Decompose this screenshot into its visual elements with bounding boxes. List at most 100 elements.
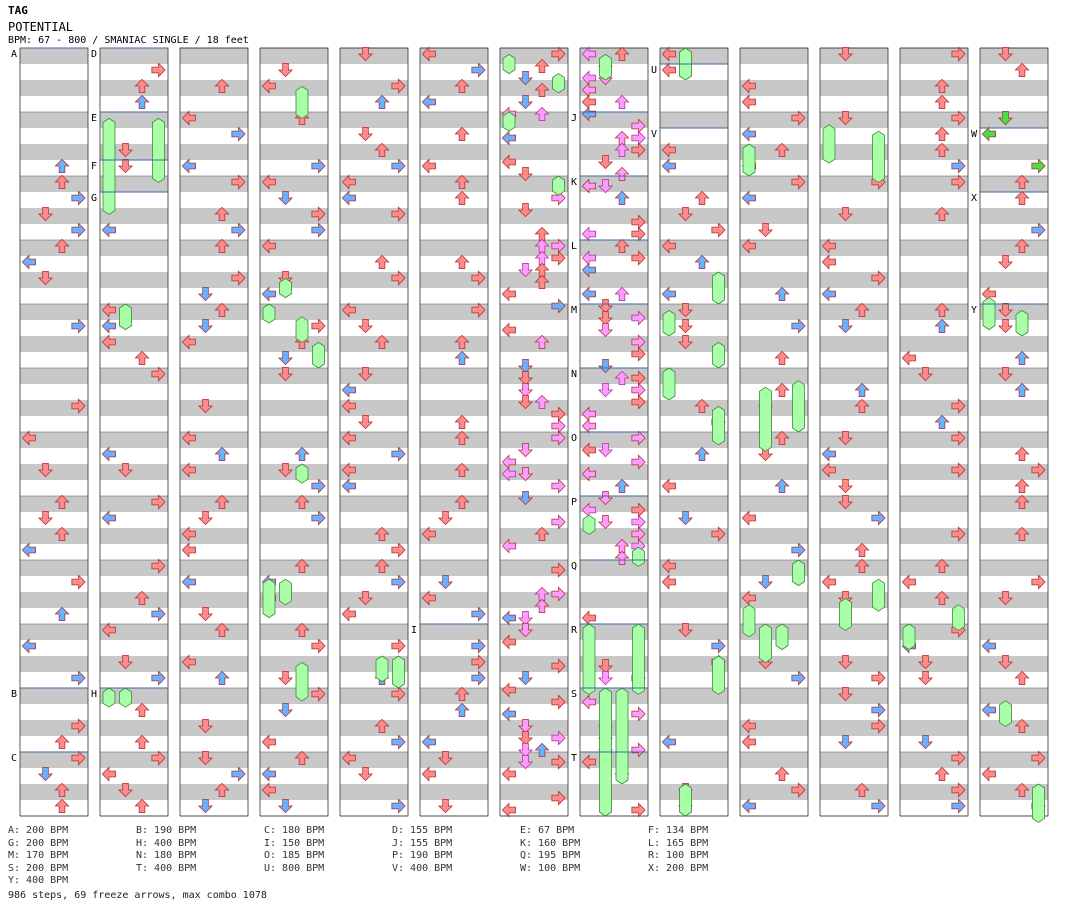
step-arrow <box>741 590 757 606</box>
beat-band <box>740 368 808 384</box>
beat-band <box>660 144 728 160</box>
bpm-legend-item: H: 400 BPM <box>136 837 197 849</box>
step-arrow <box>901 574 917 590</box>
beat-band <box>180 560 248 576</box>
step-arrow <box>597 322 614 338</box>
step-arrow <box>1031 462 1046 478</box>
beat-band <box>660 272 728 288</box>
beat-band <box>820 400 888 416</box>
beat-band <box>100 784 168 800</box>
freeze-arrow <box>262 578 276 619</box>
step-arrow <box>614 370 630 386</box>
beat-band <box>500 656 568 672</box>
step-arrow <box>677 622 694 638</box>
step-arrow <box>277 62 294 78</box>
step-arrow <box>551 754 566 770</box>
freeze-arrow <box>599 53 612 81</box>
step-arrow <box>821 446 837 462</box>
step-arrow <box>341 382 357 398</box>
step-arrow <box>517 262 534 278</box>
beat-band <box>820 144 888 160</box>
step-arrow <box>231 126 246 142</box>
step-arrow <box>631 802 646 818</box>
beat-band <box>20 592 88 608</box>
beat-band <box>980 80 1048 96</box>
beat-band <box>500 80 568 96</box>
beat-band <box>740 336 808 352</box>
step-arrow <box>261 78 277 94</box>
beat-band <box>980 688 1048 704</box>
beat-band <box>660 560 728 576</box>
beat-band <box>260 656 328 672</box>
beat-band <box>20 400 88 416</box>
step-arrow <box>151 750 166 766</box>
bpm-legend-item: F: 134 BPM <box>648 825 709 836</box>
beat-band <box>420 528 488 544</box>
step-arrow <box>597 490 614 506</box>
beat-band <box>980 400 1048 416</box>
beat-band <box>20 752 88 768</box>
step-arrow <box>471 302 486 318</box>
step-arrow <box>837 686 854 702</box>
step-arrow <box>181 158 197 174</box>
step-arrow <box>1031 158 1046 174</box>
step-arrow <box>117 158 134 174</box>
step-arrow <box>534 58 550 74</box>
step-arrow <box>471 270 486 286</box>
section-label: C <box>11 753 17 764</box>
beat-band <box>340 144 408 160</box>
beat-band <box>740 496 808 512</box>
step-arrow <box>437 510 454 526</box>
beat-band <box>980 560 1048 576</box>
beat-band <box>500 432 568 448</box>
step-arrow <box>934 302 950 318</box>
step-arrow <box>614 166 630 182</box>
bpm-legend-item: V: 400 BPM <box>392 862 453 874</box>
step-arrow <box>517 166 534 182</box>
beat-band <box>340 688 408 704</box>
beat-band <box>420 368 488 384</box>
step-arrow <box>581 694 597 710</box>
freeze-arrow <box>279 578 292 606</box>
beat-band <box>20 144 88 160</box>
beat-band <box>20 432 88 448</box>
step-arrow <box>871 270 886 286</box>
step-arrow <box>837 430 854 446</box>
beat-band <box>20 240 88 256</box>
section-label: X <box>971 193 977 204</box>
step-arrow <box>101 510 117 526</box>
step-arrow <box>311 686 326 702</box>
freeze-arrow <box>679 783 692 817</box>
section-label: D <box>91 49 97 60</box>
beat-band <box>900 112 968 128</box>
step-arrow <box>534 106 550 122</box>
step-arrow <box>581 106 597 122</box>
beat-band <box>20 496 88 512</box>
step-arrow <box>117 462 134 478</box>
freeze-arrow <box>712 341 725 369</box>
beat-band <box>420 80 488 96</box>
beat-band <box>580 752 648 768</box>
step-arrow <box>821 462 837 478</box>
beat-band <box>20 304 88 320</box>
freeze-arrow <box>295 316 309 343</box>
beat-band <box>660 336 728 352</box>
beat-band <box>180 272 248 288</box>
beat-band <box>500 272 568 288</box>
beat-band <box>20 528 88 544</box>
step-arrow <box>261 174 277 190</box>
step-arrow <box>341 302 357 318</box>
section-label: Q <box>571 561 577 572</box>
beat-band <box>980 496 1048 512</box>
beat-band <box>180 656 248 672</box>
freeze-arrow <box>502 53 516 75</box>
step-arrow <box>1014 382 1030 398</box>
beat-band <box>660 656 728 672</box>
step-arrow <box>454 78 470 94</box>
beat-band <box>260 528 328 544</box>
bpm-legend-item: T: 400 BPM <box>136 862 197 874</box>
step-arrow <box>214 494 230 510</box>
bpm-legend-item: U: 800 BPM <box>264 862 325 874</box>
step-arrow <box>391 638 406 654</box>
beat-band <box>340 720 408 736</box>
